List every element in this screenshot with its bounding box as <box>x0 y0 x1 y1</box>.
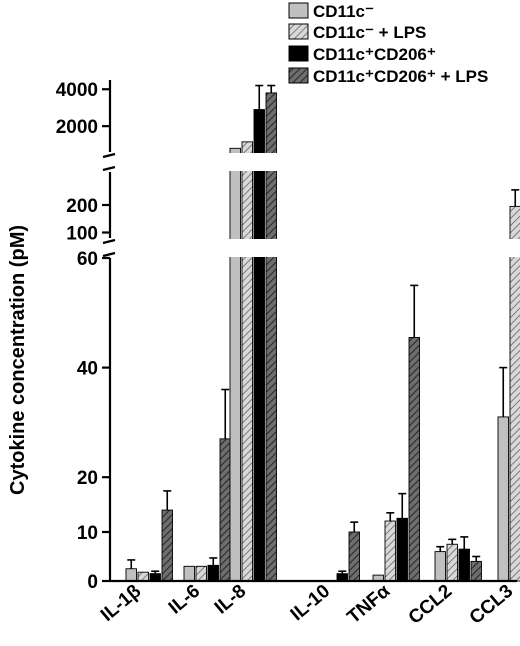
legend-item: CD11c⁻ + LPS <box>288 23 426 42</box>
legend-label: CD11c⁻ <box>313 2 374 21</box>
legend: CD11c⁻ CD11c⁻ + LPS CD11c⁺CD206⁺ CD11c⁺CD20… <box>288 2 488 86</box>
legend-item: CD11c⁻ <box>288 2 374 21</box>
y-tick-label: 200 <box>66 196 98 217</box>
bars-layer <box>113 84 520 582</box>
bar <box>470 560 482 582</box>
bar-group-3 <box>336 521 360 582</box>
y-axis-label: Cytokine concentration (pM) <box>7 225 29 495</box>
x-category-labels: IL-1β IL-6 IL-8 IL-10 TNFα CCL2 CCL3 <box>97 581 517 629</box>
bar <box>384 520 396 582</box>
bar <box>408 337 420 582</box>
bar <box>125 568 137 582</box>
x-category-label: IL-10 <box>287 581 334 626</box>
bar <box>446 543 458 582</box>
y-axis <box>102 80 517 583</box>
break-gap <box>113 239 520 257</box>
bar <box>149 573 161 582</box>
bar <box>348 531 360 582</box>
bar-group-5 <box>434 536 482 582</box>
legend-swatch <box>288 23 309 40</box>
bar-group-0 <box>125 490 173 582</box>
axis-break-mark <box>102 165 116 172</box>
y-tick-label: 100 <box>66 224 98 245</box>
legend-label: CD11c⁻ + LPS <box>313 23 426 42</box>
y-tick-label: 20 <box>77 468 98 489</box>
y-tick-label: 2000 <box>56 117 98 138</box>
x-category-label: CCL3 <box>466 581 518 629</box>
x-category-label: IL-6 <box>165 581 204 619</box>
bar <box>219 438 231 582</box>
legend-label: CD11c⁺CD206⁺ + LPS <box>313 67 488 86</box>
bar <box>183 565 195 582</box>
y-tick-label: 10 <box>77 523 98 544</box>
bar <box>207 564 219 582</box>
legend-label: CD11c⁺CD206⁺ <box>313 45 436 64</box>
bar <box>229 147 241 582</box>
legend-swatch <box>288 67 309 84</box>
legend-swatch <box>288 2 309 19</box>
legend-item: CD11c⁺CD206⁺ + LPS <box>288 67 488 86</box>
bar <box>137 571 149 582</box>
legend-item: CD11c⁺CD206⁺ <box>288 45 436 64</box>
bar <box>396 517 408 582</box>
bar <box>241 141 253 582</box>
break-gap <box>113 153 520 171</box>
y-tick-labels: 0 10 20 40 60 100 200 2000 4000 <box>56 80 98 593</box>
bar <box>458 548 470 582</box>
bar <box>434 551 446 582</box>
bar <box>253 109 265 582</box>
axis-break-mark <box>102 152 116 159</box>
y-tick-label: 40 <box>77 359 98 380</box>
bar <box>161 509 173 582</box>
bar-group-4 <box>372 284 420 582</box>
bar-group-6 <box>497 189 520 582</box>
x-category-label: IL-8 <box>211 581 250 619</box>
bar <box>509 205 520 582</box>
y-tick-label: 60 <box>77 249 98 270</box>
y-tick-label: 0 <box>87 572 98 593</box>
axis-break-mark <box>102 238 116 245</box>
x-category-label: IL-1β <box>97 581 145 626</box>
bar-group-2 <box>229 84 277 582</box>
x-category-label: CCL2 <box>405 581 457 629</box>
legend-swatch <box>288 45 309 62</box>
x-category-label: TNFα <box>343 581 394 629</box>
axis-break-mark <box>102 251 116 258</box>
bar <box>497 416 509 582</box>
bar-group-1 <box>183 388 231 582</box>
y-tick-label: 4000 <box>56 80 98 101</box>
bar <box>195 565 207 582</box>
bar <box>336 573 348 582</box>
